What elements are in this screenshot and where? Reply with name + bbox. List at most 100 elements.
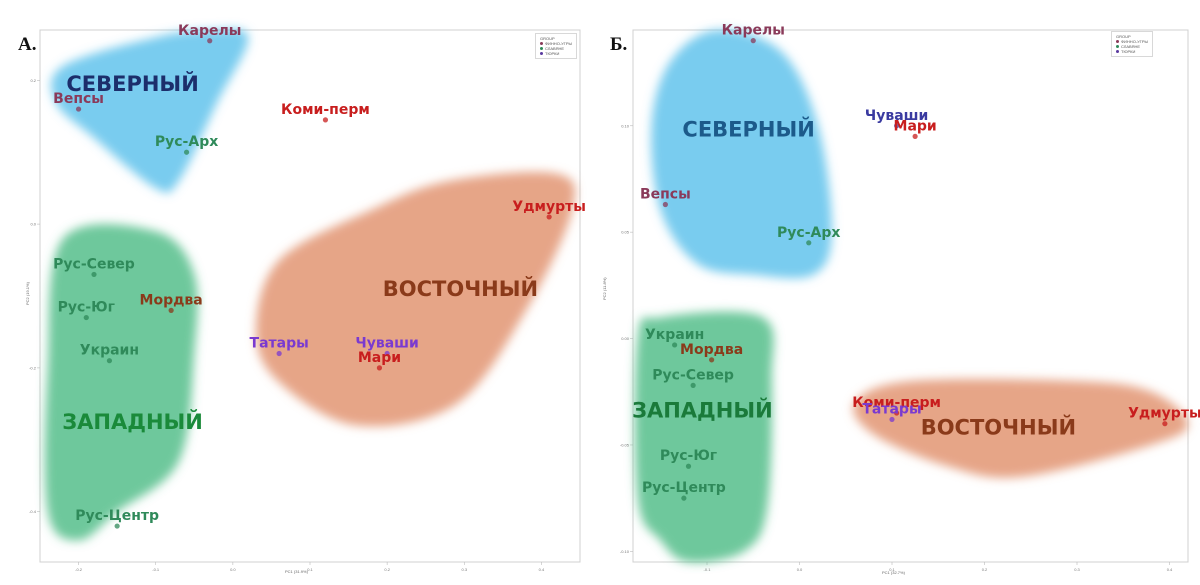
panel-letter-b: Б. — [610, 34, 628, 55]
point-label: Мари — [894, 118, 937, 134]
x-tick-label: 0.4 — [539, 567, 545, 572]
data-point — [894, 123, 900, 129]
x-tick-label: -0.2 — [75, 567, 83, 572]
pca-plot-a: -0.2-0.10.00.10.20.30.4-0.4-0.20.00.20.4… — [29, 23, 586, 572]
point-label: Вепсы — [640, 186, 691, 202]
point-label: Коми-перм — [281, 102, 370, 118]
data-point — [322, 117, 329, 123]
y-tick-label: -0.05 — [620, 442, 630, 447]
x-axis-label-b: PC1 (32.7%) — [882, 570, 905, 575]
legend-label: СЛАВЯНЕ — [1121, 44, 1141, 49]
point-label: Мари — [358, 350, 401, 366]
y-axis-label-b: PC2 (11.8%) — [602, 277, 607, 300]
y-tick-label: -0.2 — [29, 365, 37, 370]
cluster-region — [853, 379, 1188, 478]
legend-swatch — [1116, 45, 1119, 49]
point-label: Рус-Арх — [155, 134, 218, 150]
legend-swatch — [540, 47, 543, 51]
point-label: Карелы — [178, 23, 241, 39]
y-tick-label: 0.10 — [621, 123, 630, 128]
point-label: Рус-Центр — [642, 480, 726, 496]
cluster-label: ВОСТОЧНЫЙ — [383, 276, 538, 301]
x-tick-label: 0.3 — [462, 567, 468, 572]
legend-title: GROUP — [540, 36, 555, 41]
point-label: Мордва — [680, 342, 743, 358]
data-point — [690, 382, 696, 388]
point-label: Карелы — [722, 23, 785, 39]
data-point — [709, 357, 715, 363]
data-point — [276, 350, 282, 357]
data-point — [750, 38, 756, 44]
cluster-region — [651, 29, 832, 279]
data-point — [685, 463, 692, 469]
data-point — [114, 523, 120, 529]
x-axis-label-a: PC1 (31.9%) — [285, 569, 308, 574]
point-label: Рус-Центр — [75, 508, 159, 524]
point-label: Коми-перм — [852, 395, 941, 411]
panel-letter-a: А. — [18, 34, 37, 55]
point-label: Рус-Юг — [58, 300, 115, 316]
point-label: Чуваши — [355, 336, 418, 352]
point-label: Рус-Арх — [777, 225, 840, 241]
x-tick-label: 0.1 — [307, 567, 313, 572]
data-point — [672, 342, 678, 348]
cluster-region — [634, 311, 774, 563]
data-point — [384, 350, 390, 357]
data-point — [376, 365, 383, 371]
data-point — [806, 240, 812, 246]
cluster-label: СЕВЕРНЫЙ — [682, 116, 814, 141]
plot-frame — [632, 29, 1189, 563]
data-point — [681, 495, 687, 501]
y-axis-label-a: PC2 (19.1%) — [25, 282, 30, 305]
data-point — [894, 410, 900, 416]
point-label: Удмурты — [1128, 406, 1200, 422]
data-point — [662, 201, 668, 208]
legend-item: ТЮРКИ — [540, 51, 572, 56]
y-tick-label: 0.2 — [30, 78, 36, 83]
data-point — [106, 358, 113, 364]
legend-swatch — [1116, 50, 1119, 54]
point-label: Вепсы — [53, 91, 104, 107]
point-label: Татары — [250, 336, 309, 352]
y-tick-label: -0.10 — [620, 549, 630, 554]
cluster-region — [44, 224, 198, 541]
point-label: Украин — [645, 327, 704, 343]
legend-item: ТЮРКИ — [1116, 49, 1148, 54]
point-label: Татары — [862, 401, 921, 417]
legend-item: ФИННО-УГРЫ — [540, 41, 572, 46]
y-tick-label: 0.05 — [621, 230, 630, 235]
data-point — [889, 416, 895, 423]
cluster-label: СЕВЕРНЫЙ — [66, 71, 198, 96]
cluster-label: ЗАПАДНЫЙ — [62, 409, 203, 434]
point-label: Удмурты — [512, 199, 585, 215]
x-tick-label: 0.2 — [384, 567, 390, 572]
y-tick-label: 0.0 — [30, 222, 36, 227]
point-label: Рус-Север — [53, 256, 135, 272]
legend-item: СЛАВЯНЕ — [540, 46, 572, 51]
legend-label: ТЮРКИ — [1121, 49, 1136, 54]
cluster-label: ВОСТОЧНЫЙ — [921, 414, 1076, 439]
data-point — [75, 106, 82, 112]
point-label: Рус-Север — [652, 367, 734, 383]
y-tick-label: -0.4 — [29, 509, 37, 514]
data-point — [183, 149, 190, 155]
data-point — [1162, 421, 1168, 427]
legend-item: СЛАВЯНЕ — [1116, 44, 1148, 49]
panel-a: А. -0.2 -0.1 0.0 0.1 0.2 0.3 0.4 -0.4 -0.2 0.0 0.2… — [18, 23, 586, 574]
data-point — [207, 38, 213, 44]
legend-label: СЛАВЯНЕ — [545, 46, 565, 51]
pca-plot-b: -0.1 0.0 0.1 0.2 0.3 0.4 -0.10 -0.05 0.00 0.05 0.1… — [620, 23, 1200, 572]
legend-item: ФИННО-УГРЫ — [1116, 39, 1148, 44]
legend-swatch — [540, 42, 543, 46]
legend-swatch — [1116, 40, 1119, 44]
point-label: Рус-Юг — [660, 448, 717, 464]
cluster-region — [256, 172, 576, 427]
legend-a: GROUP ФИННО-УГРЫ СЛАВЯНЕ ТЮРКИ — [535, 33, 578, 59]
legend-label: ФИННО-УГРЫ — [1121, 39, 1149, 44]
y-tick-label: 0.00 — [621, 336, 630, 341]
data-point — [168, 307, 174, 313]
x-tick-label: 0.0 — [230, 567, 236, 572]
x-tick-label: 0.4 — [1167, 567, 1173, 572]
legend-label: ТЮРКИ — [545, 51, 560, 56]
x-tick-label: 0.2 — [982, 567, 988, 572]
